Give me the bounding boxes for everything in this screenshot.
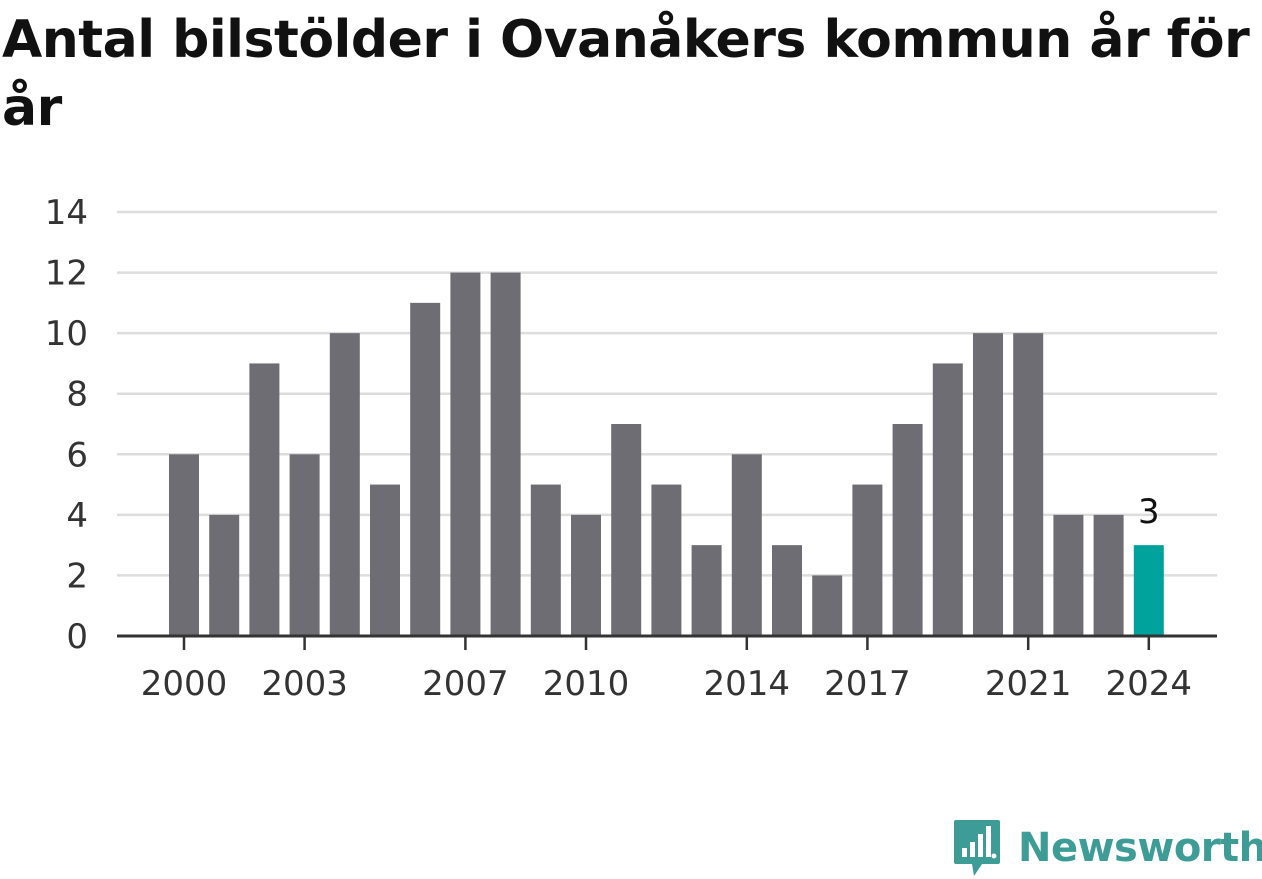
y-tick-label: 0 xyxy=(66,617,88,657)
x-tick-label: 2017 xyxy=(824,664,911,704)
bar xyxy=(691,545,722,636)
bar xyxy=(571,514,601,636)
bar xyxy=(410,302,441,636)
y-tick-label: 10 xyxy=(45,314,88,354)
brand-name: Newsworthy xyxy=(1018,825,1262,871)
y-tick-label: 8 xyxy=(66,375,88,415)
y-tick-label: 14 xyxy=(45,193,88,233)
bars xyxy=(169,272,1164,636)
x-tick-label: 2010 xyxy=(543,664,630,704)
x-tick-label: 2003 xyxy=(261,664,348,704)
bar xyxy=(450,272,481,636)
bar xyxy=(169,454,199,636)
y-tick-label: 6 xyxy=(66,435,88,475)
x-tick-label: 2024 xyxy=(1106,664,1193,704)
chart-title: Antal bilstölder i Ovanåkers kommun år f… xyxy=(2,10,1250,138)
bar xyxy=(370,484,400,636)
bar xyxy=(209,514,240,636)
bar xyxy=(651,484,682,636)
y-tick-label: 12 xyxy=(45,254,88,294)
bar xyxy=(1013,333,1044,636)
bar-chart-speech-bubble-icon xyxy=(954,820,1000,876)
bar xyxy=(812,575,843,636)
bar-highlight xyxy=(1133,545,1164,636)
bar xyxy=(530,484,561,636)
x-tick-label: 2000 xyxy=(141,664,228,704)
axes xyxy=(117,634,1217,650)
y-tick-label: 2 xyxy=(66,556,88,596)
x-tick-label: 2014 xyxy=(704,664,791,704)
bar xyxy=(289,454,320,636)
labels: 0 2 4 6 8 10 12 14 2000 2003 2007 2010 2014 2017 2021 2… xyxy=(45,193,1192,704)
bar xyxy=(932,363,963,636)
data-label: 3 xyxy=(1138,492,1160,532)
brand-logo: Newsworthy xyxy=(952,818,1262,878)
bar xyxy=(490,272,521,636)
x-tick-label: 2007 xyxy=(422,664,509,704)
bar xyxy=(973,333,1003,636)
bar xyxy=(852,484,883,636)
bar xyxy=(1053,514,1084,636)
bar xyxy=(892,424,923,636)
bar xyxy=(731,454,762,636)
bar xyxy=(249,363,280,636)
y-tick-label: 4 xyxy=(66,496,88,536)
bar xyxy=(1093,514,1124,636)
x-tick-label: 2021 xyxy=(985,664,1072,704)
bar xyxy=(329,333,360,636)
bar xyxy=(611,424,642,636)
bar xyxy=(772,545,802,636)
